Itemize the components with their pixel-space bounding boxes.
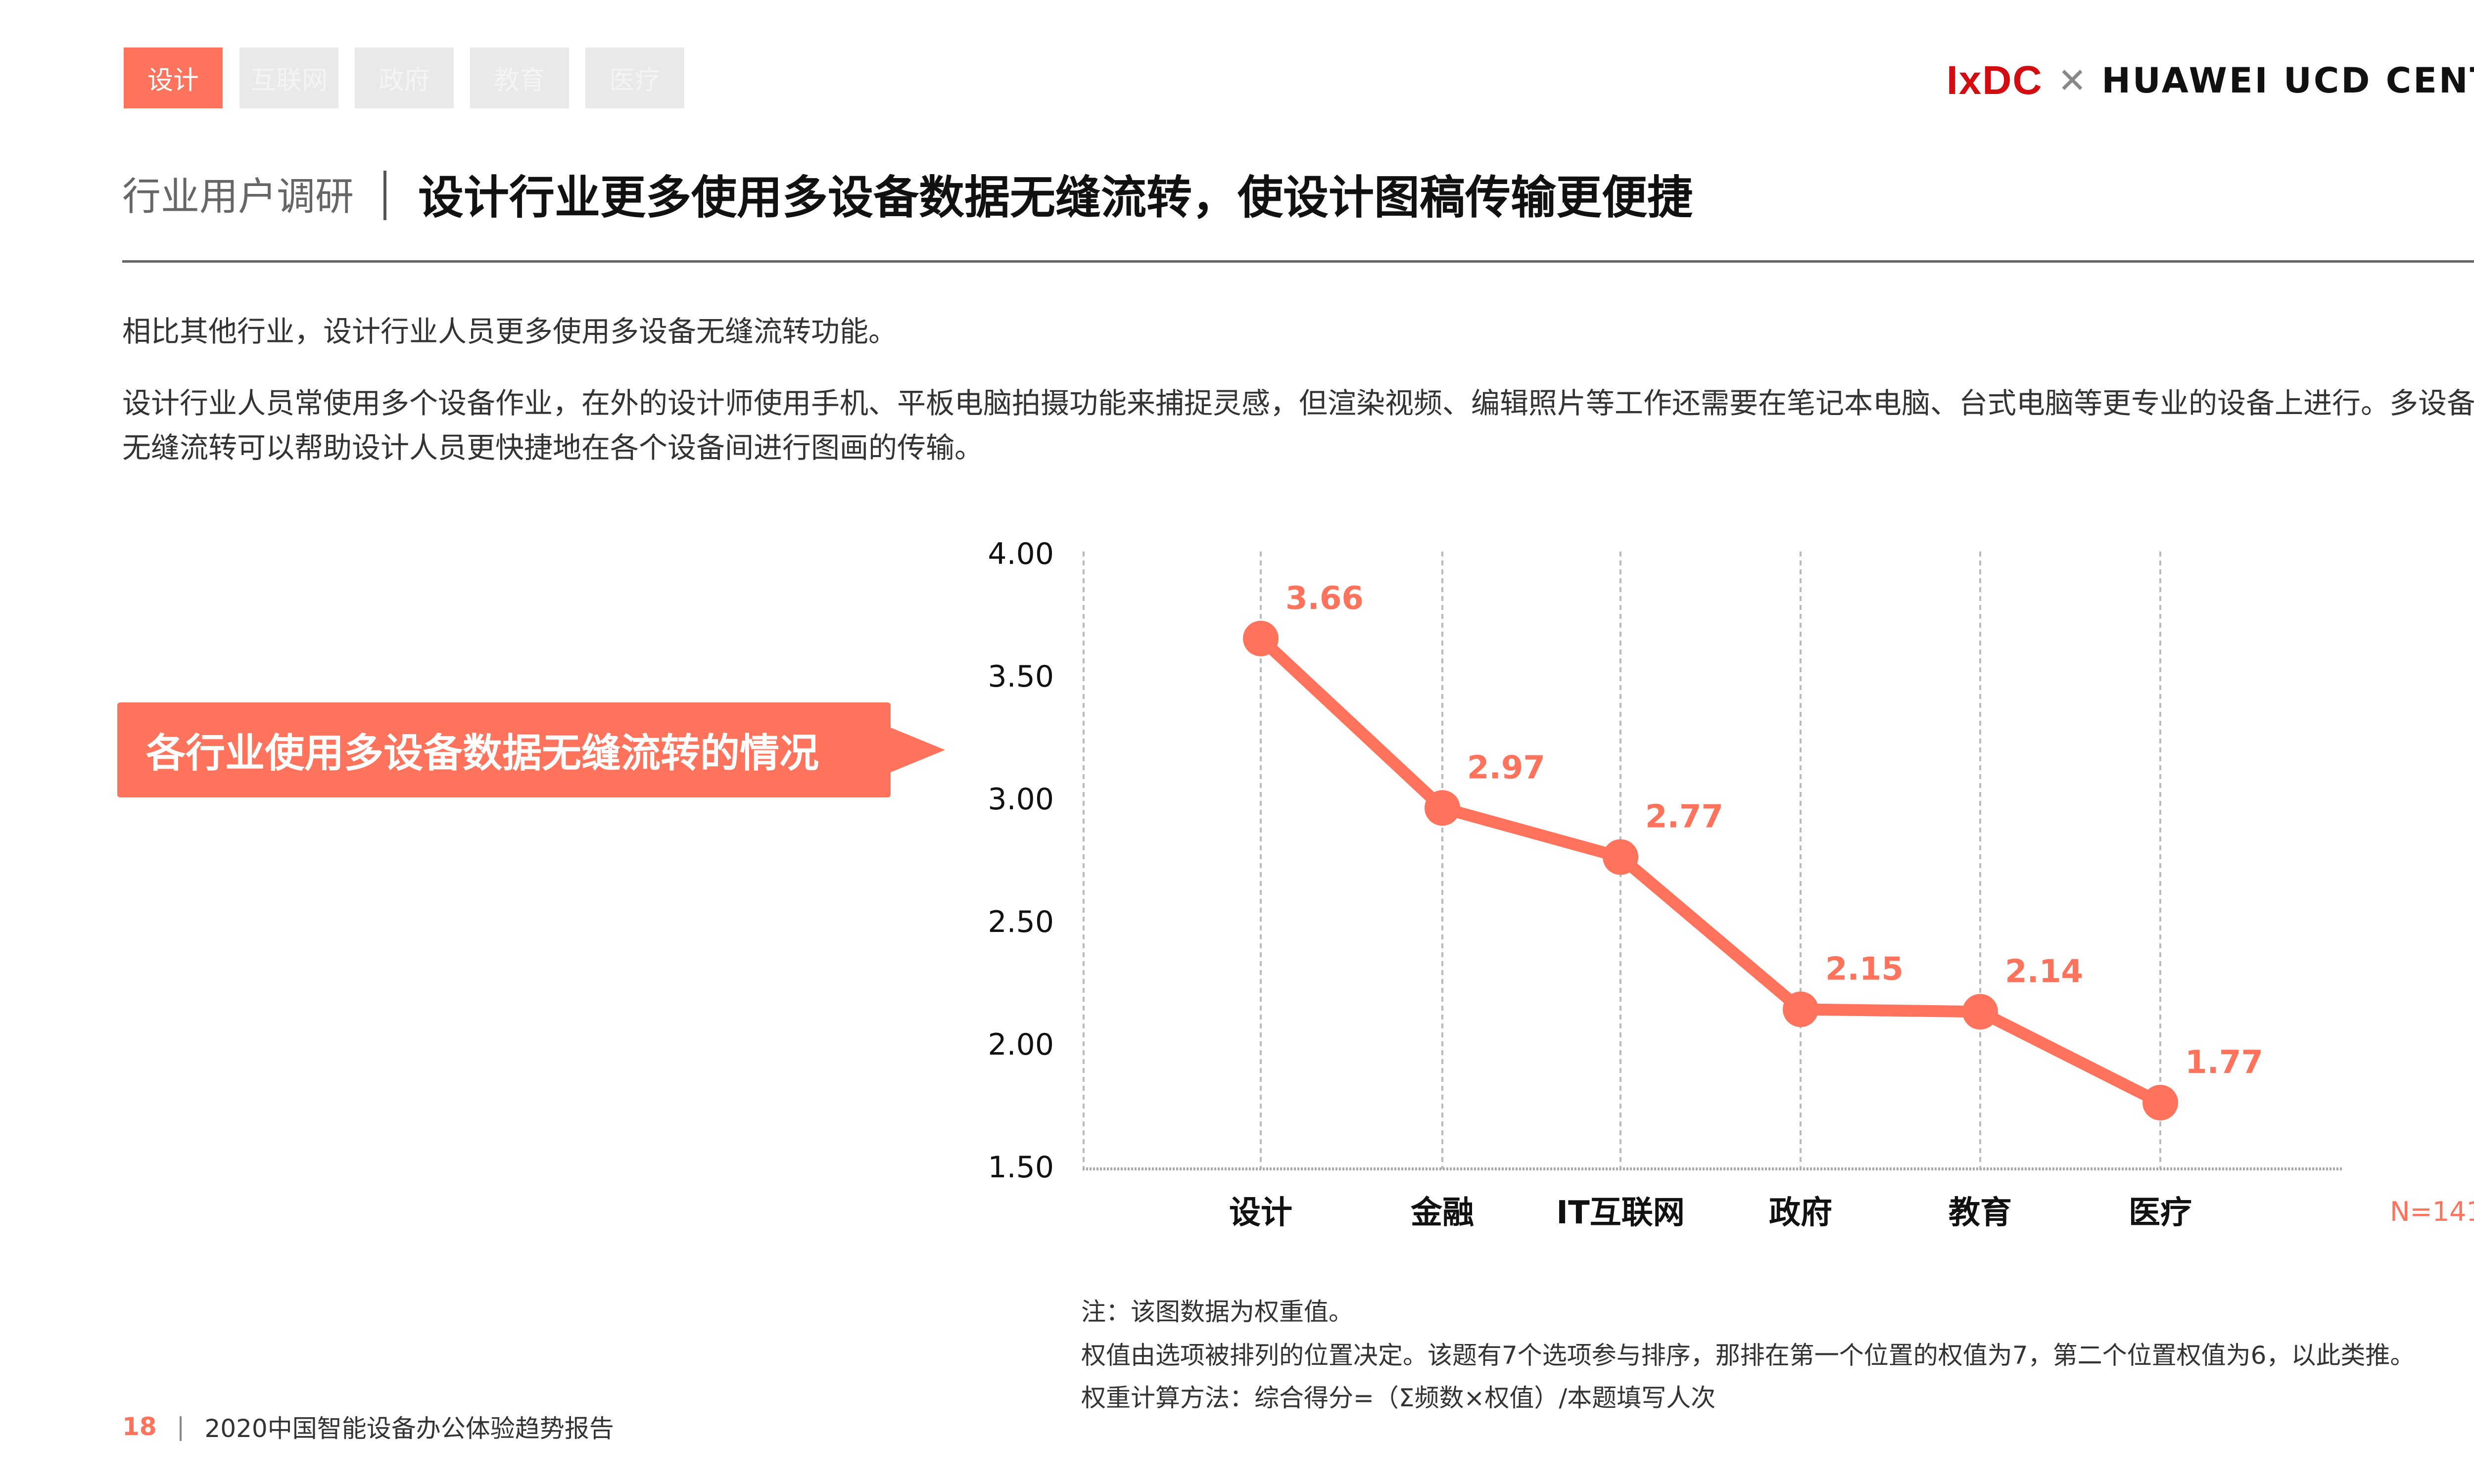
cross-icon: ✕ bbox=[2057, 60, 2087, 101]
data-label: 1.77 bbox=[2185, 1044, 2263, 1081]
chart-callout: 各行业使用多设备数据无缝流转的情况 bbox=[117, 702, 891, 797]
x-label: 教育 bbox=[1949, 1195, 2012, 1231]
report-title: 2020中国智能设备办公体验趋势报告 bbox=[204, 1414, 614, 1443]
detail-paragraph: 设计行业人员常使用多个设备作业，在外的设计师使用手机、平板电脑拍摄功能来捕捉灵感… bbox=[122, 386, 2474, 464]
tab-label: 设计 bbox=[147, 66, 199, 95]
data-point bbox=[1425, 790, 1460, 826]
x-label: 金融 bbox=[1411, 1195, 1474, 1231]
note-line: 权重计算方法：综合得分=（Σ频数×权值）/本题填写人次 bbox=[1081, 1384, 1716, 1412]
tab-design[interactable]: 设计 bbox=[124, 47, 223, 108]
data-label: 3.66 bbox=[1285, 580, 1364, 617]
tab-medical[interactable]: 医疗 bbox=[585, 47, 684, 108]
header-rule bbox=[122, 260, 2474, 263]
data-point bbox=[1783, 991, 1818, 1027]
tab-education[interactable]: 教育 bbox=[470, 47, 569, 108]
title-divider bbox=[383, 171, 386, 220]
brand-logo: IxDC ✕ HUAWEI UCD CENTER bbox=[1947, 58, 2474, 103]
huawei-ucd-logo: HUAWEI UCD CENTER bbox=[2101, 60, 2474, 101]
tab-label: 政府 bbox=[378, 66, 430, 95]
data-point bbox=[2142, 1084, 2178, 1120]
page-title: 设计行业更多使用多设备数据无缝流转，使设计图稿传输更便捷 bbox=[418, 171, 1693, 224]
tab-internet[interactable]: 互联网 bbox=[239, 47, 338, 108]
data-point bbox=[1243, 620, 1279, 656]
ixdc-logo: IxDC bbox=[1946, 58, 2043, 103]
data-point bbox=[1603, 839, 1638, 875]
page-number: 18 bbox=[122, 1412, 157, 1441]
x-label: 医疗 bbox=[2129, 1195, 2192, 1231]
footer-separator: | bbox=[176, 1412, 185, 1441]
footer: 18 | 2020中国智能设备办公体验趋势报告 bbox=[122, 1409, 614, 1444]
tab-government[interactable]: 政府 bbox=[355, 47, 454, 108]
x-label: 政府 bbox=[1769, 1195, 1832, 1231]
note-line: 注：该图数据为权重值。 bbox=[1081, 1298, 1353, 1326]
section-label: 行业用户调研 bbox=[122, 175, 354, 219]
callout-arrow bbox=[890, 727, 945, 773]
data-label: 2.77 bbox=[1645, 799, 1723, 835]
callout-label: 各行业使用多设备数据无缝流转的情况 bbox=[146, 730, 819, 776]
tab-label: 医疗 bbox=[609, 66, 661, 95]
data-label: 2.15 bbox=[1825, 951, 1903, 987]
tab-label: 互联网 bbox=[250, 66, 328, 95]
y-tick: 3.50 bbox=[988, 659, 1054, 694]
y-tick: 2.50 bbox=[988, 905, 1054, 939]
sample-size-label: N=1415 bbox=[2390, 1196, 2474, 1227]
y-tick: 4.00 bbox=[988, 537, 1054, 571]
x-label: IT互联网 bbox=[1556, 1195, 1685, 1231]
note-line: 权值由选项被排列的位置决定。该题有7个选项参与排序，那排在第一个位置的权值为7，… bbox=[1081, 1341, 2415, 1370]
intro-paragraph: 相比其他行业，设计行业人员更多使用多设备无缝流转功能。 bbox=[122, 315, 898, 348]
series-line bbox=[1256, 634, 2163, 1108]
y-tick: 2.00 bbox=[988, 1027, 1054, 1062]
tab-label: 教育 bbox=[493, 66, 545, 95]
y-tick: 3.00 bbox=[988, 782, 1054, 817]
data-label: 2.97 bbox=[1467, 749, 1545, 786]
data-point bbox=[1962, 994, 1998, 1030]
data-label: 2.14 bbox=[2005, 953, 2083, 990]
x-label: 设计 bbox=[1229, 1195, 1292, 1231]
y-tick: 1.50 bbox=[988, 1150, 1054, 1185]
